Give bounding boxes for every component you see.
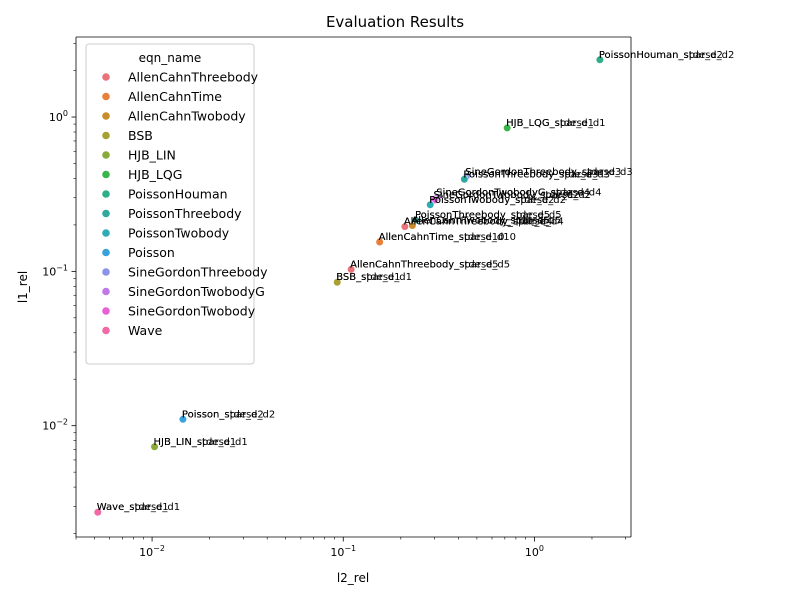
legend-marker — [102, 190, 110, 198]
legend-label: SineGordonThreebody — [128, 265, 268, 280]
point-annotation: Poisson_sparse_d2 — [182, 409, 275, 420]
point-annotation: PoissonThreebody_stde_d5 — [415, 210, 550, 221]
point-annotations: PoissonHouman_sparse_d2PoissonHouman_std… — [97, 50, 735, 513]
legend-marker — [102, 229, 110, 237]
point-annotation: BSB_stde_d1 — [336, 272, 400, 283]
data-point — [460, 175, 469, 184]
data-point — [333, 278, 342, 287]
point-annotation: PoissonTwobody_sparse_d2 — [429, 195, 566, 206]
point-annotation: AllenCahnThreebody_sparse_d5 — [350, 259, 510, 270]
legend-label: SineGordonTwobodyG — [128, 284, 265, 299]
point-annotation: HJB_LIN_stde_d1 — [154, 437, 237, 448]
point-annotation: SineGordonTwobodyG_sparse_d4 — [436, 188, 601, 199]
legend-label: BSB — [128, 128, 153, 143]
point-annotation: PoissonHouman_stde_d2 — [599, 50, 723, 61]
point-annotation: AllenCahnTwobody_sparse_d5 — [411, 216, 561, 227]
point-annotation: PoissonThreebody_sparse_d5 — [415, 210, 562, 221]
point-annotation: PoissonThreebody_stde_d3 — [463, 169, 598, 180]
data-point — [150, 442, 159, 451]
data-point — [503, 123, 512, 133]
legend-marker — [102, 287, 110, 296]
legend-frame — [85, 43, 255, 365]
data-point — [347, 265, 356, 274]
chart-title: Evaluation Results — [326, 13, 464, 31]
legend-marker — [102, 268, 110, 276]
point-annotation: AllenCahnTwobody_stde_d5 — [411, 216, 550, 227]
legend-label: Wave — [128, 323, 163, 338]
point-annotation: Wave_sparse_d1 — [97, 502, 180, 513]
legend-marker — [102, 151, 110, 159]
data-point — [178, 415, 188, 424]
point-annotation: HJB_LQG_stde_d1 — [506, 118, 594, 129]
legend-title: eqn_name — [139, 51, 202, 65]
legend-label: Poisson — [128, 245, 175, 260]
legend-marker — [102, 73, 110, 81]
legend-marker — [102, 326, 110, 335]
data-points — [93, 55, 604, 517]
point-annotation: BSB_sparse_d1 — [336, 272, 412, 283]
x-axis-label: l2_rel — [337, 571, 369, 585]
legend-label: PoissonHouman — [128, 187, 228, 202]
point-annotation: PoissonThreebody_sparse_d3 — [463, 169, 610, 180]
point-annotation: PoissonHouman_sparse_d2 — [599, 50, 735, 61]
point-annotation: AllenCahnThreebody_stde_d4 — [404, 217, 552, 228]
point-annotation: SineGordonThreebody_sparse_d3 — [465, 167, 632, 178]
point-annotation: SineGordonTwobody_sparse_d2 — [433, 190, 591, 201]
legend-marker — [102, 131, 110, 140]
data-point — [595, 55, 604, 64]
data-point — [400, 222, 409, 231]
legend-label: AllenCahnThreebody — [128, 70, 259, 85]
legend-marker — [102, 92, 110, 101]
axes-frame — [75, 36, 632, 538]
point-annotation: AllenCahnThreebody_sparse_d4 — [404, 217, 564, 228]
point-annotation: SineGordonTwobodyG_stde_d4 — [436, 188, 590, 199]
legend-marker — [102, 248, 110, 257]
y-axis-label: l1_rel — [16, 271, 30, 303]
legend-marker — [102, 112, 110, 120]
data-point — [93, 508, 102, 517]
legend-label: HJB_LQG — [128, 167, 182, 182]
point-annotation: SineGordonThreebody_stde_d3 — [465, 167, 621, 178]
legend-label: HJB_LIN — [128, 148, 176, 163]
point-annotation: SineGordonTwobody_stde_d2 — [433, 190, 579, 201]
legend-entries: AllenCahnThreebody AllenCahnTime AllenCahn… — [102, 70, 268, 338]
legend-marker — [102, 209, 110, 218]
legend-marker — [102, 307, 110, 315]
point-annotation: AllenCahnTime_stde_d10 — [379, 232, 505, 243]
legend-label: PoissonThreebody — [128, 206, 242, 221]
point-annotation: Poisson_stde_d2 — [182, 409, 264, 420]
legend-label: AllenCahnTime — [128, 89, 222, 104]
point-annotation: AllenCahnThreebody_stde_d5 — [350, 259, 498, 270]
point-annotation: HJB_LIN_sparse_d1 — [154, 437, 248, 448]
point-annotation: AllenCahnTime_sparse_d10 — [379, 232, 516, 243]
data-point — [375, 237, 384, 247]
legend-label: SineGordonTwobody — [128, 304, 256, 319]
point-annotation: Wave_stde_d1 — [97, 502, 169, 513]
legend-label: AllenCahnTwobody — [128, 109, 246, 124]
point-annotation: HJB_LQG_sparse_d1 — [506, 118, 605, 129]
legend-label: PoissonTwobody — [128, 226, 230, 241]
point-annotation: PoissonTwobody_stde_d2 — [429, 195, 554, 206]
data-point — [426, 200, 435, 209]
legend: eqn_name AllenCahnThreebody AllenCahnTime… — [85, 43, 268, 365]
legend-marker — [102, 170, 110, 179]
